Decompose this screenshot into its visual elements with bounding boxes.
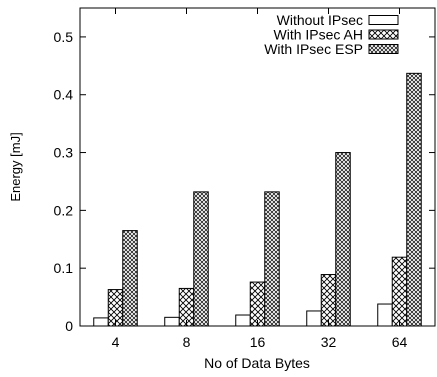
bar-crosshatch-32 xyxy=(320,274,337,327)
bar-plain-32 xyxy=(306,310,322,327)
y-axis-label: Energy [mJ] xyxy=(8,132,23,201)
bar-plain-4 xyxy=(93,317,109,327)
bar-dense-crosshatch-8 xyxy=(193,191,209,327)
legend-label: With IPsec ESP xyxy=(264,41,363,57)
x-tick-label: 32 xyxy=(321,334,337,350)
y-tick-label: 0.2 xyxy=(54,202,74,218)
legend-label: Without IPsec xyxy=(277,12,363,28)
bar-dense-crosshatch-16 xyxy=(264,191,280,327)
bars-group xyxy=(93,72,422,327)
y-tick-label: 0.5 xyxy=(54,29,74,45)
x-tick-label: 64 xyxy=(392,334,408,350)
bar-plain-8 xyxy=(164,316,180,327)
bar-plain-16 xyxy=(235,314,251,327)
y-axis: 0 0.1 0.2 0.3 0.4 0.5 xyxy=(54,29,435,334)
legend-swatch-dense-crosshatch xyxy=(368,44,399,54)
x-axis-label: No of Data Bytes xyxy=(204,355,310,371)
legend-swatch-crosshatch xyxy=(368,29,399,40)
bar-crosshatch-64 xyxy=(391,256,408,327)
x-tick-label: 8 xyxy=(183,334,191,350)
bar-dense-crosshatch-64 xyxy=(406,72,422,327)
legend-swatch-plain xyxy=(368,15,399,25)
bar-dense-crosshatch-32 xyxy=(335,152,351,327)
x-tick-label: 16 xyxy=(250,334,266,350)
y-tick-label: 0.1 xyxy=(54,260,74,276)
legend-label: With IPsec AH xyxy=(274,27,363,43)
y-tick-label: 0 xyxy=(65,318,73,334)
y-tick-label: 0.4 xyxy=(54,87,74,103)
x-axis: 4 8 16 32 64 xyxy=(112,8,408,350)
x-tick-label: 4 xyxy=(112,334,120,350)
bar-dense-crosshatch-4 xyxy=(122,230,138,327)
y-tick-label: 0.3 xyxy=(54,145,74,161)
bar-plain-64 xyxy=(377,303,393,327)
bar-crosshatch-16 xyxy=(249,281,266,327)
